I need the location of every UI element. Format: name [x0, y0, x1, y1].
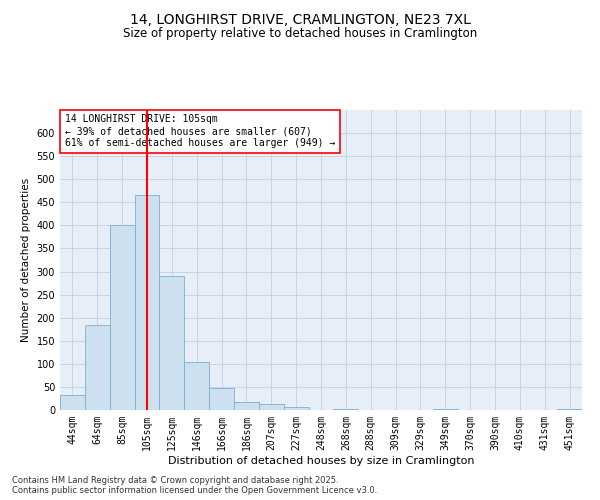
Bar	[259, 404, 284, 410]
Bar	[60, 395, 85, 410]
Bar	[110, 226, 134, 410]
Y-axis label: Number of detached properties: Number of detached properties	[21, 178, 31, 342]
Bar	[160, 276, 184, 410]
Bar	[334, 408, 358, 410]
Bar	[134, 196, 160, 410]
Bar	[85, 324, 110, 410]
Bar	[284, 407, 308, 410]
Text: 14 LONGHIRST DRIVE: 105sqm
← 39% of detached houses are smaller (607)
61% of sem: 14 LONGHIRST DRIVE: 105sqm ← 39% of deta…	[65, 114, 335, 148]
Text: Contains HM Land Registry data © Crown copyright and database right 2025.
Contai: Contains HM Land Registry data © Crown c…	[12, 476, 377, 495]
Bar	[184, 362, 209, 410]
Text: 14, LONGHIRST DRIVE, CRAMLINGTON, NE23 7XL: 14, LONGHIRST DRIVE, CRAMLINGTON, NE23 7…	[130, 12, 470, 26]
Bar	[234, 402, 259, 410]
Bar	[209, 388, 234, 410]
Text: Size of property relative to detached houses in Cramlington: Size of property relative to detached ho…	[123, 28, 477, 40]
Bar	[433, 408, 458, 410]
Bar	[557, 408, 582, 410]
X-axis label: Distribution of detached houses by size in Cramlington: Distribution of detached houses by size …	[168, 456, 474, 466]
